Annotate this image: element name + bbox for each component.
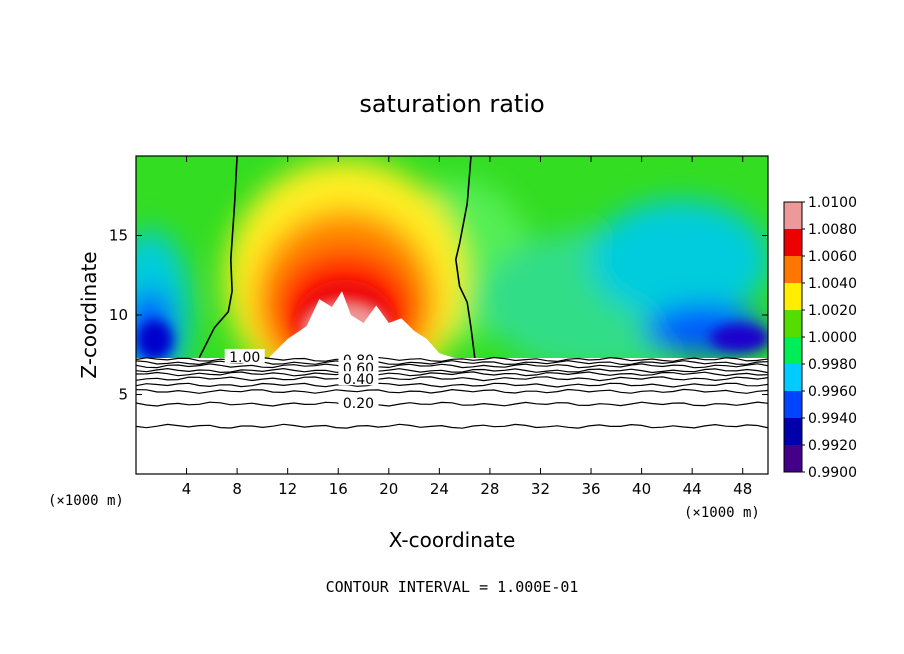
contour-label-bg <box>338 395 379 410</box>
chart-title: saturation ratio <box>359 90 544 118</box>
colorbar-label: 1.0040 <box>808 276 857 292</box>
y-axis-label: Z-coordinate <box>77 251 101 378</box>
colorbar-label: 0.9900 <box>808 465 857 481</box>
contour-line <box>136 388 768 394</box>
x-tick-label: 36 <box>581 480 600 498</box>
contour-line <box>136 367 768 374</box>
contour-label-bg <box>224 348 265 363</box>
colorbar-label: 0.9940 <box>808 411 857 427</box>
contour-line <box>136 423 768 429</box>
colorbar-segment <box>784 202 802 230</box>
contour-labels: 1.000.800.600.400.20 <box>224 348 379 412</box>
colorbar-segment <box>784 310 802 338</box>
colorbar-segment <box>784 283 802 311</box>
contour-label: 1.00 <box>229 350 260 366</box>
colorbar-segment <box>784 256 802 284</box>
colorbar-label: 0.9980 <box>808 357 857 373</box>
x-tick-label: 4 <box>182 480 192 498</box>
colorbar-segment <box>784 337 802 365</box>
colorbar-label: 1.0080 <box>808 222 857 238</box>
y-tick-label: 15 <box>109 227 128 245</box>
y-tick-label: 10 <box>109 306 128 324</box>
x-tick-label: 8 <box>232 480 242 498</box>
x-tick-label: 28 <box>480 480 499 498</box>
colorbar-segment <box>784 229 802 257</box>
colorbar-segment <box>784 445 802 473</box>
saturation-contour-right <box>454 156 476 358</box>
contour-line <box>136 371 768 377</box>
unsaturated-region <box>268 291 455 360</box>
heatmap-field: 1.000.800.600.400.20 <box>136 156 768 474</box>
contour-label-bg <box>338 360 379 375</box>
contour-label: 0.20 <box>343 396 374 412</box>
colorbar-segment <box>784 418 802 446</box>
x-tick-label: 16 <box>329 480 348 498</box>
colorbar-segment <box>784 364 802 392</box>
x-tick-label: 44 <box>683 480 702 498</box>
x-tick-label: 24 <box>430 480 449 498</box>
x-tick-label: 48 <box>733 480 752 498</box>
contour-lines <box>136 356 768 429</box>
contour-interval-note: CONTOUR INTERVAL = 1.000E-01 <box>326 578 579 596</box>
y-tick-label: 5 <box>118 386 128 404</box>
contour-line <box>136 401 768 407</box>
x-tick-label: 40 <box>632 480 651 498</box>
y-axis: 5 10 15 <box>109 227 768 404</box>
contour-line <box>136 376 768 382</box>
colorbar-label: 1.0060 <box>808 249 857 265</box>
x-tick-label: 12 <box>278 480 297 498</box>
x-axis-label: X-coordinate <box>389 528 516 552</box>
colorbar-label: 1.0000 <box>808 330 857 346</box>
saturation-contour-left <box>198 156 238 359</box>
contour-label-bg <box>338 371 379 386</box>
x-tick-label: 20 <box>379 480 398 498</box>
contour-label: 0.40 <box>343 372 374 388</box>
contour-line <box>136 363 768 369</box>
colorbar-segment <box>784 391 802 419</box>
colorbar-label: 0.9960 <box>808 384 857 400</box>
x-unit-right: (×1000 m) <box>684 505 760 521</box>
colorbar-label: 1.0100 <box>808 195 857 211</box>
x-unit-left: (×1000 m) <box>48 493 124 509</box>
colorbar: 1.0100 1.0080 1.0060 1.0040 1.0020 1.0000 0.99… <box>783 195 857 481</box>
colorbar-label: 1.0020 <box>808 303 857 319</box>
x-axis: 4 8 12 16 20 24 28 32 36 40 44 48 <box>182 156 752 498</box>
contour-line <box>136 382 768 388</box>
x-tick-label: 32 <box>531 480 550 498</box>
colorbar-label: 0.9920 <box>808 438 857 454</box>
